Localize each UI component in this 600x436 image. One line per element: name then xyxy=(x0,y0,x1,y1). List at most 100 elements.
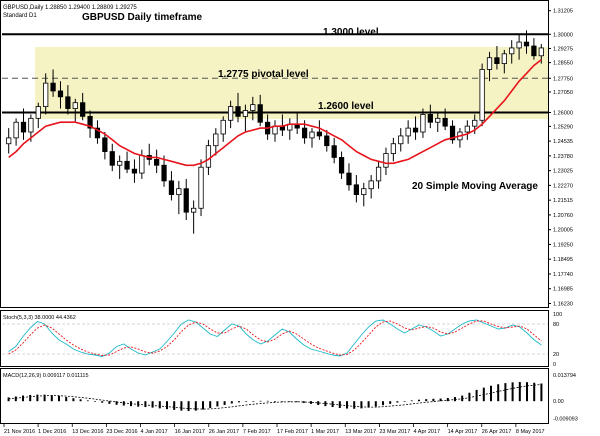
label-sma: 20 Simple Moving Average xyxy=(412,181,538,192)
candle-body xyxy=(191,207,197,213)
candle-body xyxy=(205,145,212,168)
candle-body xyxy=(257,104,263,123)
price-tick-label: 1.25290 xyxy=(553,124,573,130)
candle-body xyxy=(242,110,249,117)
candle-body xyxy=(338,157,345,174)
candle-body xyxy=(139,155,145,174)
macd-bar xyxy=(216,401,219,407)
candle-body xyxy=(383,153,389,168)
macd-bar xyxy=(43,394,46,402)
candle-body xyxy=(117,160,123,166)
macd-bar xyxy=(101,401,104,403)
stoch-tick-label: 100 xyxy=(553,312,562,318)
macd-bar xyxy=(223,401,226,405)
macd-panel-frame xyxy=(0,368,549,424)
candle-body xyxy=(250,104,256,111)
price-tick-label: 1.27750 xyxy=(553,76,573,82)
candle-body xyxy=(509,47,515,55)
sma-line xyxy=(8,59,542,167)
price-tick-label: 1.16985 xyxy=(553,287,573,293)
macd-bar xyxy=(29,394,32,402)
price-tick-label: 1.23025 xyxy=(553,169,573,175)
macd-bar xyxy=(504,383,507,402)
price-tick-label: 1.20005 xyxy=(553,228,573,234)
macd-bar xyxy=(338,401,341,408)
time-tick-label: 1 Dec 2016 xyxy=(38,429,66,435)
candle-body xyxy=(494,57,500,64)
price-tick-label: 1.16230 xyxy=(553,301,573,307)
candle-body xyxy=(472,119,478,127)
stoch-main-line xyxy=(8,319,542,357)
candlesticks xyxy=(6,30,544,234)
time-tick-label: 26 Jan 2017 xyxy=(209,429,239,435)
price-tick-label: 1.23780 xyxy=(553,154,573,160)
candle-body xyxy=(523,41,530,47)
macd-bar xyxy=(331,401,334,408)
candle-body xyxy=(65,96,71,109)
macd-bar xyxy=(209,401,212,408)
stoch-tick-label: 20 xyxy=(553,352,559,358)
label-1-2600-level: 1.2600 level xyxy=(318,101,374,112)
macd-bar xyxy=(295,401,298,403)
macd-bar xyxy=(281,401,284,402)
candle-body xyxy=(72,102,78,109)
candle-body xyxy=(227,106,234,121)
candle-body xyxy=(368,180,374,190)
stoch-tick-label: 0 xyxy=(553,362,556,368)
candle-body xyxy=(331,145,337,158)
symbol-info: GBPUSD,Daily 1.28850 1.29400 1.28809 1.2… xyxy=(3,5,137,11)
price-tick-label: 1.29275 xyxy=(553,46,573,52)
price-tick-label: 1.24535 xyxy=(553,139,573,145)
price-tick-label: 1.22270 xyxy=(553,183,573,189)
macd-bar xyxy=(533,382,536,402)
candle-body xyxy=(50,82,56,92)
pivot-zone xyxy=(35,47,549,119)
time-tick-label: 21 Nov 2016 xyxy=(4,429,35,435)
macd-bar xyxy=(79,399,82,402)
macd-bar xyxy=(410,400,413,402)
macd-bar xyxy=(418,399,420,402)
template-label: Standard D1 xyxy=(3,13,37,19)
candle-body xyxy=(183,188,189,213)
price-tick-label: 1.27050 xyxy=(553,90,573,96)
label-1-3000-level: 1.3000 level xyxy=(323,27,379,38)
candle-body xyxy=(102,137,108,152)
macd-bar xyxy=(14,396,17,402)
candle-body xyxy=(220,119,226,135)
macd-bar xyxy=(317,401,320,405)
macd-bar xyxy=(50,395,53,402)
time-tick-label: 7 Feb 2017 xyxy=(243,429,271,435)
stoch-panel-frame xyxy=(0,310,549,367)
price-tick-label: 1.19250 xyxy=(553,242,573,248)
candle-body xyxy=(501,53,507,64)
macd-bar xyxy=(511,382,514,402)
candle-body xyxy=(176,188,182,195)
stoch-tick-label: 80 xyxy=(553,322,559,328)
stochastic-panel: 100 80 20 0 xyxy=(2,312,562,368)
candle-body xyxy=(316,131,323,137)
candle-body xyxy=(353,184,359,195)
time-tick-label: 13 Mar 2017 xyxy=(345,429,376,435)
macd-bar xyxy=(86,400,89,402)
candle-body xyxy=(131,168,138,174)
candle-body xyxy=(464,125,470,133)
candle-body xyxy=(346,172,352,186)
time-tick-label: 14 Apr 2017 xyxy=(448,429,478,435)
macd-bar xyxy=(72,398,75,402)
time-tick-label: 16 Jan 2017 xyxy=(175,429,205,435)
candle-body xyxy=(94,127,101,139)
candle-body xyxy=(538,47,544,57)
macd-bar xyxy=(252,401,255,402)
macd-bar xyxy=(194,401,197,411)
macd-tick-label: 0.013794 xyxy=(553,373,576,379)
macd-bar xyxy=(180,401,183,411)
macd-bar xyxy=(94,401,96,402)
macd-bar xyxy=(173,401,176,410)
time-tick-label: 26 Apr 2017 xyxy=(482,429,512,435)
macd-bar xyxy=(518,381,521,402)
macd-bar xyxy=(446,398,449,402)
macd-bar xyxy=(367,401,370,408)
candle-body xyxy=(516,41,522,49)
macd-bar xyxy=(151,401,154,408)
time-tick-label: 23 Mar 2017 xyxy=(379,429,410,435)
